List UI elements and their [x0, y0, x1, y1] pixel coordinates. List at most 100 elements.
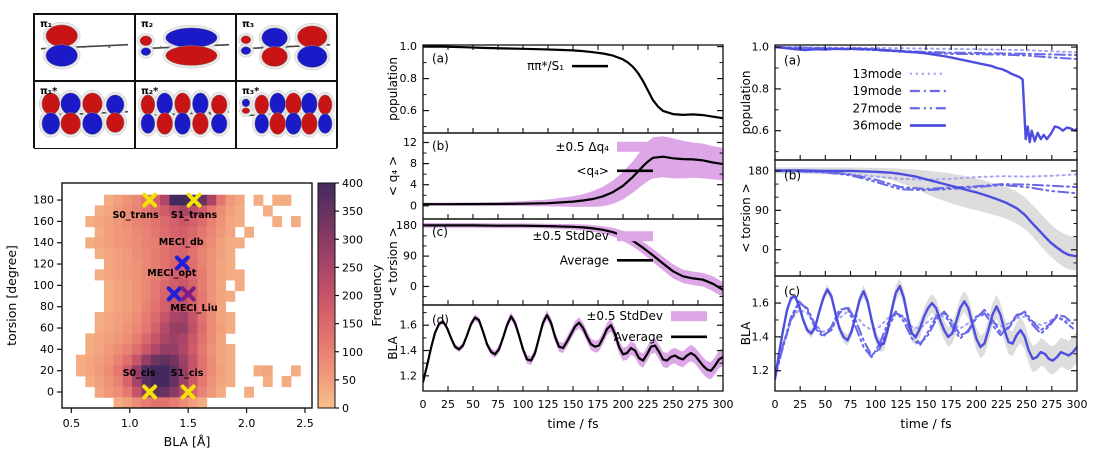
- svg-text:0.8: 0.8: [752, 82, 770, 95]
- svg-text:150: 150: [342, 318, 363, 331]
- orbital-label: π₁: [40, 19, 52, 30]
- svg-text:225: 225: [638, 398, 659, 411]
- heatmap-chart: 0 20 40 60 80 100 120 140 160 180 0.5 1.0 1.5 2.0 2.5 B…: [4, 177, 384, 449]
- svg-text:150: 150: [916, 398, 937, 411]
- orbital-cell: π₁: [34, 14, 135, 82]
- orbital-graphic: π₁: [40, 19, 129, 70]
- svg-text:90: 90: [755, 204, 769, 217]
- orbital-graphic: π₂: [136, 19, 230, 69]
- svg-text:0.6: 0.6: [400, 104, 418, 117]
- svg-text:20: 20: [40, 364, 54, 377]
- legend-label: Average: [560, 253, 609, 267]
- panel-content-(b): [775, 167, 1077, 271]
- heatmap-marker-label: MECI_opt: [147, 268, 197, 279]
- orbital-label: π₁*: [40, 86, 57, 97]
- svg-text:300: 300: [342, 233, 363, 246]
- heatmap-ylabel: torsion [degree]: [4, 245, 19, 346]
- svg-text:0.6: 0.6: [752, 124, 770, 137]
- legend-label: Average: [614, 330, 663, 344]
- heatmap-marker-label: S0_trans: [112, 210, 159, 221]
- svg-text:350: 350: [342, 205, 363, 218]
- series-q4-average: [423, 155, 723, 206]
- orbital-label: π₂: [141, 19, 153, 30]
- svg-text:100: 100: [513, 398, 534, 411]
- svg-text:0.8: 0.8: [400, 72, 418, 85]
- uncertainty-band: [423, 136, 723, 207]
- legend-band-swatch: [617, 141, 653, 152]
- panel-ylabel: < torsion >: [740, 183, 753, 252]
- svg-text:225: 225: [991, 398, 1012, 411]
- svg-text:250: 250: [342, 261, 363, 274]
- orbital-label: π₃*: [242, 86, 259, 97]
- svg-text:8: 8: [410, 157, 417, 170]
- svg-text:1.4: 1.4: [752, 330, 770, 343]
- orbital-graphic: π₂*: [137, 86, 231, 138]
- legend: 13mode 19mode 27mode 36mode: [853, 67, 946, 133]
- panel-ylabel: < torsion >: [386, 227, 400, 296]
- svg-text:1.0: 1.0: [121, 417, 139, 430]
- series-36mode: [775, 169, 1077, 258]
- panel-letter: (c): [432, 225, 448, 239]
- panel-letter: (a): [784, 54, 801, 68]
- panel-content-(a): [423, 45, 723, 120]
- svg-text:0: 0: [410, 199, 417, 212]
- orbital-cell: π₂: [135, 14, 236, 82]
- panel-content-(a): [775, 45, 1077, 144]
- orbital-grid: π₁ π₂ π₃ π₁* π₂* π₃*: [33, 13, 338, 149]
- svg-text:400: 400: [342, 177, 363, 190]
- panel-letter: (d): [432, 313, 449, 327]
- svg-text:0.5: 0.5: [63, 417, 81, 430]
- orbital-label: π₃: [242, 19, 254, 30]
- svg-text:180: 180: [396, 219, 417, 232]
- series-13mode: [775, 308, 1074, 376]
- svg-text:0: 0: [410, 280, 417, 293]
- svg-text:250: 250: [1016, 398, 1037, 411]
- uncertainty-band: [775, 167, 1077, 271]
- svg-text:90: 90: [403, 250, 417, 263]
- orbital-graphic: π₃*: [238, 86, 336, 138]
- svg-text:175: 175: [941, 398, 962, 411]
- heatmap-marker-label: S1_trans: [171, 210, 218, 221]
- svg-text:160: 160: [33, 215, 54, 228]
- series-bla-average: [423, 314, 723, 384]
- panel-letter: (c): [784, 285, 800, 299]
- orbital-cell: π₁*: [34, 81, 135, 149]
- panel-ylabel: < q₄ >: [386, 156, 400, 196]
- legend-label: ±0.5 StdDev: [532, 229, 609, 243]
- svg-text:140: 140: [33, 236, 54, 249]
- svg-text:1.2: 1.2: [752, 364, 770, 377]
- legend-label: <q₄>: [576, 164, 609, 178]
- series-36mode: [775, 284, 1077, 381]
- heatmap-marker-label: MECI_db: [159, 237, 204, 248]
- svg-text:0: 0: [762, 243, 769, 256]
- heatmap-xlabel: BLA [Å]: [164, 434, 211, 449]
- svg-text:0: 0: [420, 398, 427, 411]
- legend-label: 13mode: [853, 67, 902, 81]
- legend-label: 27mode: [853, 101, 902, 115]
- series-36mode: [775, 45, 1077, 144]
- panel-letter: (b): [784, 169, 801, 183]
- svg-text:1.0: 1.0: [400, 40, 418, 53]
- svg-text:12: 12: [403, 136, 417, 149]
- column-xlabel: time / fs: [547, 416, 598, 431]
- svg-text:25: 25: [441, 398, 455, 411]
- heatmap-markers: S0_trans S1_trans MECI_db MECI_opt MECI_Liu S…: [112, 192, 218, 400]
- svg-text:75: 75: [844, 398, 858, 411]
- legend-label: ππ*/S₁: [527, 59, 564, 73]
- svg-text:150: 150: [563, 398, 584, 411]
- svg-text:300: 300: [713, 398, 734, 411]
- svg-text:80: 80: [40, 300, 54, 313]
- legend-label: ±0.5 StdDev: [586, 309, 663, 323]
- orbital-cell: π₂*: [135, 81, 236, 149]
- svg-text:100: 100: [33, 279, 54, 292]
- column-xlabel: time / fs: [900, 416, 951, 431]
- svg-text:60: 60: [40, 322, 54, 335]
- svg-text:1.6: 1.6: [400, 319, 418, 332]
- svg-text:125: 125: [538, 398, 559, 411]
- legend-band-swatch: [671, 311, 707, 322]
- orbital-graphic: π₁*: [38, 86, 129, 138]
- svg-text:1.4: 1.4: [400, 344, 418, 357]
- legend: ππ*/S₁: [527, 59, 608, 73]
- legend-label: 19mode: [853, 84, 902, 98]
